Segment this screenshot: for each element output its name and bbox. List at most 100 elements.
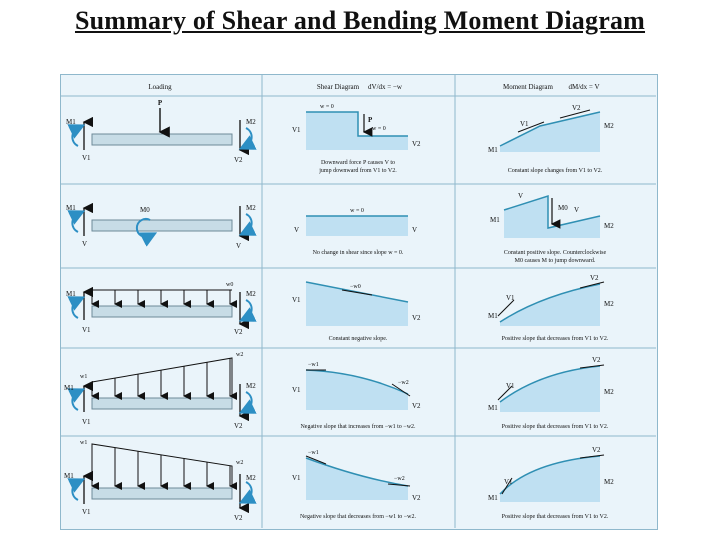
row-2-loading: M0 M1 M2 V V — [66, 202, 257, 250]
label-v2: V2 — [412, 140, 421, 148]
moment-caption-line-1: Constant positive slope. Counterclockwis… — [504, 250, 607, 256]
beam — [91, 133, 233, 146]
label-m1: M1 — [488, 404, 498, 412]
row-4-moment: V1 V2 M1 M2 Positive slope that decrease… — [488, 356, 614, 430]
row-3-shear: −w0 V1 V2 Constant negative slope. — [292, 281, 421, 342]
shear-area — [306, 112, 408, 150]
label-m0: M0 — [140, 206, 150, 214]
label-v1: V1 — [506, 382, 515, 390]
label-m1: M1 — [488, 494, 498, 502]
label-m2: M2 — [246, 382, 256, 390]
header-loading: Loading — [148, 83, 172, 91]
header-moment-equation: dM/dx = V — [568, 83, 599, 91]
distributed-load-arrows — [91, 290, 237, 308]
moment-caption-line-1: Positive slope that decreases from V1 to… — [502, 513, 609, 520]
applied-moment-arrow — [135, 218, 158, 247]
label-v1: V1 — [506, 294, 515, 302]
moment-arrow-right — [238, 213, 257, 236]
label-v-a: V — [518, 192, 523, 200]
header-moment: Moment Diagram — [503, 83, 554, 91]
row-4-loading: w1 w2 M1 M2 V1 V2 — [64, 352, 257, 430]
row-3-loading: w0 M1 M2 V1 V2 — [66, 282, 257, 336]
slope-tangent-v2 — [579, 281, 605, 289]
slope-tangent-w2 — [391, 383, 411, 397]
shear-curve — [305, 369, 409, 395]
row-2: M0 M1 M2 V V w = 0 V V No change in shea… — [66, 192, 614, 264]
label-v2: V2 — [412, 494, 421, 502]
label-w1: w1 — [80, 374, 87, 380]
table-grid — [60, 74, 656, 528]
slope-tangent-w1 — [305, 455, 327, 465]
label-v1: V1 — [292, 296, 301, 304]
label-w1: −w1 — [308, 450, 319, 456]
label-m2: M2 — [246, 474, 256, 482]
label-w2: −w2 — [394, 476, 405, 482]
row-1-moment: V1 V2 M1 M2 Constant slope changes from … — [488, 104, 614, 174]
moment-arrow-left — [67, 124, 86, 147]
slope-tangent-v1 — [501, 477, 513, 495]
shear-caption-line-1: Negative slope that increases from −w1 t… — [300, 423, 416, 430]
label-p: P — [158, 99, 163, 107]
moment-area — [500, 456, 600, 502]
label-w1: −w1 — [308, 362, 319, 368]
label-v1: V1 — [520, 120, 529, 128]
label-v1: V1 — [82, 154, 91, 162]
label-v2: V2 — [592, 356, 601, 364]
label-w0: −w0 — [350, 284, 361, 290]
label-v-left: V — [82, 240, 87, 248]
label-w2: −w2 — [398, 380, 409, 386]
label-v1: V1 — [292, 126, 301, 134]
moment-area — [500, 112, 600, 152]
label-m1: M1 — [488, 146, 498, 154]
row-5-moment: V1 V2 M1 M2 Positive slope that decrease… — [488, 446, 614, 520]
label-m1: M1 — [490, 216, 500, 224]
row-4-shear: −w1 −w2 V1 V2 Negative slope that increa… — [292, 362, 421, 430]
distributed-load-arrows — [91, 358, 237, 400]
label-p: P — [368, 116, 373, 124]
label-m2: M2 — [604, 388, 614, 396]
moment-area — [500, 284, 600, 326]
beam — [91, 397, 233, 410]
moment-arrow-right — [238, 391, 257, 414]
row-1: P M1 M2 V1 V2 P w = 0 w = 0 V1 V2 Downwa… — [66, 99, 614, 174]
label-v-left: V — [294, 226, 299, 234]
shear-caption-line-2: jump downward from V1 to V2. — [318, 167, 397, 174]
row-5-shear: −w1 −w2 V1 V2 Negative slope that decrea… — [292, 450, 421, 520]
row-5-loading: w1 w2 M1 M2 V1 V2 — [64, 440, 257, 522]
row-1-loading: P M1 M2 V1 V2 — [66, 99, 257, 164]
label-v1: V1 — [82, 508, 91, 516]
label-m1: M1 — [64, 472, 74, 480]
moment-caption-line-1: Positive slope that decreases from V1 to… — [502, 335, 609, 342]
distributed-load-arrows — [91, 444, 237, 490]
shear-caption-line-1: Negative slope that decreases from −w1 t… — [300, 513, 417, 520]
label-w2: w2 — [236, 352, 243, 358]
slope-tangent — [341, 289, 373, 296]
beam — [91, 487, 233, 500]
label-v1: V1 — [292, 386, 301, 394]
header-shear-equation: dV/dx = −w — [368, 83, 403, 91]
page-title: Summary of Shear and Bending Moment Diag… — [74, 6, 646, 35]
label-m1: M1 — [66, 204, 76, 212]
moment-curve — [499, 283, 601, 323]
label-v1: V1 — [292, 474, 301, 482]
label-v2: V2 — [234, 422, 243, 430]
label-w1: w1 — [80, 440, 87, 446]
row-2-moment: V V M0 M1 M2 Constant positive slope. Co… — [490, 192, 614, 264]
slope-tangent-v1 — [517, 121, 545, 133]
label-v-right: V — [412, 226, 417, 234]
moment-line — [499, 111, 601, 147]
label-w: w = 0 — [350, 208, 364, 214]
shear-curve — [305, 457, 409, 487]
moment-area — [500, 366, 600, 412]
label-m1: M1 — [488, 312, 498, 320]
slope-tangent-v1 — [497, 385, 513, 401]
label-m1: M1 — [64, 384, 74, 392]
label-v2: V2 — [590, 274, 599, 282]
shear-caption-line-1: Constant negative slope. — [329, 336, 388, 342]
label-m2: M2 — [246, 290, 256, 298]
row-2-shear: w = 0 V V No change in shear since slope… — [294, 208, 417, 256]
shear-caption-line-1: Downward force P causes V to — [321, 159, 395, 166]
moment-arrow-right — [238, 127, 257, 150]
label-m2: M2 — [604, 122, 614, 130]
